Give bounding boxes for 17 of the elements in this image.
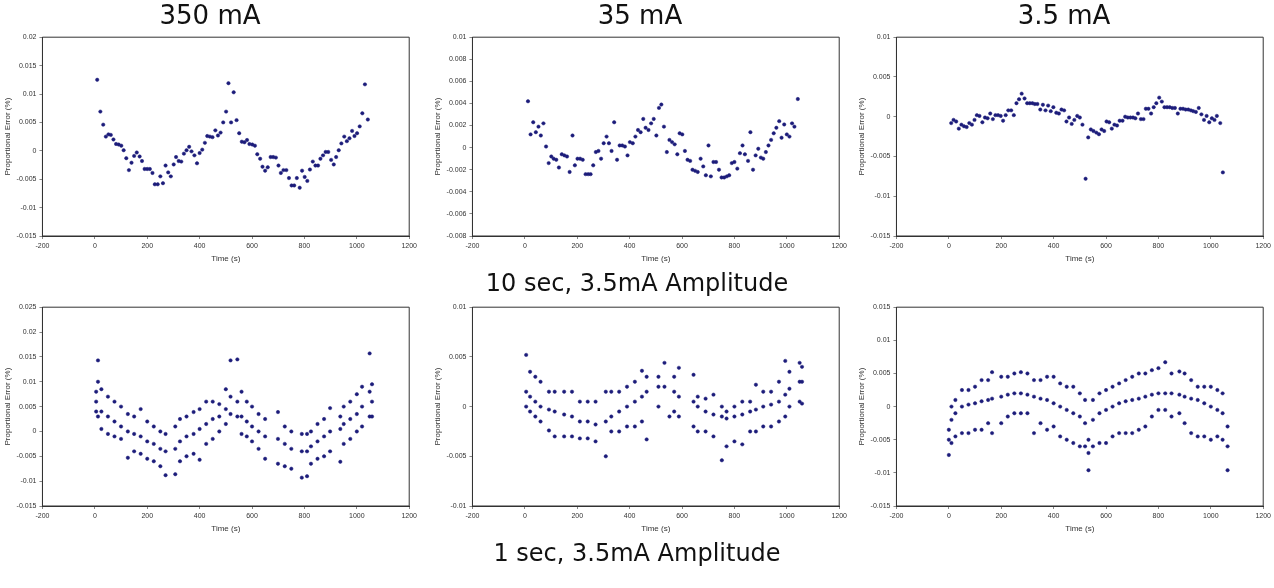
x-axis-title: Time (s) (1065, 524, 1095, 534)
text: 1 sec, 3.5mA Amplitude (492, 538, 782, 569)
x-axis-title: Time (s) (1065, 254, 1095, 264)
x-axis-title: Time (s) (641, 254, 671, 264)
y-axis-title: Proportional Error (%) (3, 367, 12, 446)
y-axis-title: Proportional Error (%) (857, 367, 866, 446)
x-axis-title: Time (s) (211, 254, 241, 264)
text: 10 sec, 3.5mA Amplitude (484, 268, 790, 299)
y-axis-title: Proportional Error (%) (433, 97, 442, 176)
y-axis-title: Proportional Error (%) (433, 367, 442, 446)
chart-title: 350 mA (158, 0, 262, 30)
chart-title: 3.5 mA (1016, 0, 1112, 30)
x-axis-title: Time (s) (211, 524, 241, 534)
y-axis-title: Proportional Error (%) (3, 97, 12, 176)
x-axis-title: Time (s) (641, 524, 671, 534)
chart-title: 35 mA (596, 0, 684, 30)
y-axis-title: Proportional Error (%) (857, 97, 866, 176)
